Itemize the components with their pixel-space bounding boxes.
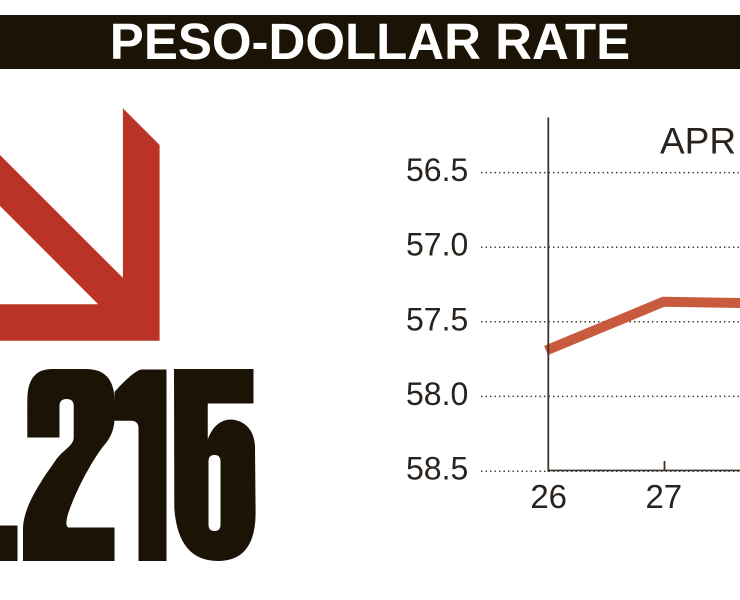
svg-text:26: 26 [530, 478, 567, 515]
svg-text:APR: APR [660, 121, 736, 162]
svg-text:58.0: 58.0 [406, 376, 468, 412]
svg-text:27: 27 [645, 478, 682, 515]
svg-text:56.5: 56.5 [406, 152, 468, 188]
svg-text:58.5: 58.5 [406, 451, 468, 487]
svg-text:57.5: 57.5 [406, 301, 468, 337]
svg-text:57.0: 57.0 [406, 227, 468, 263]
